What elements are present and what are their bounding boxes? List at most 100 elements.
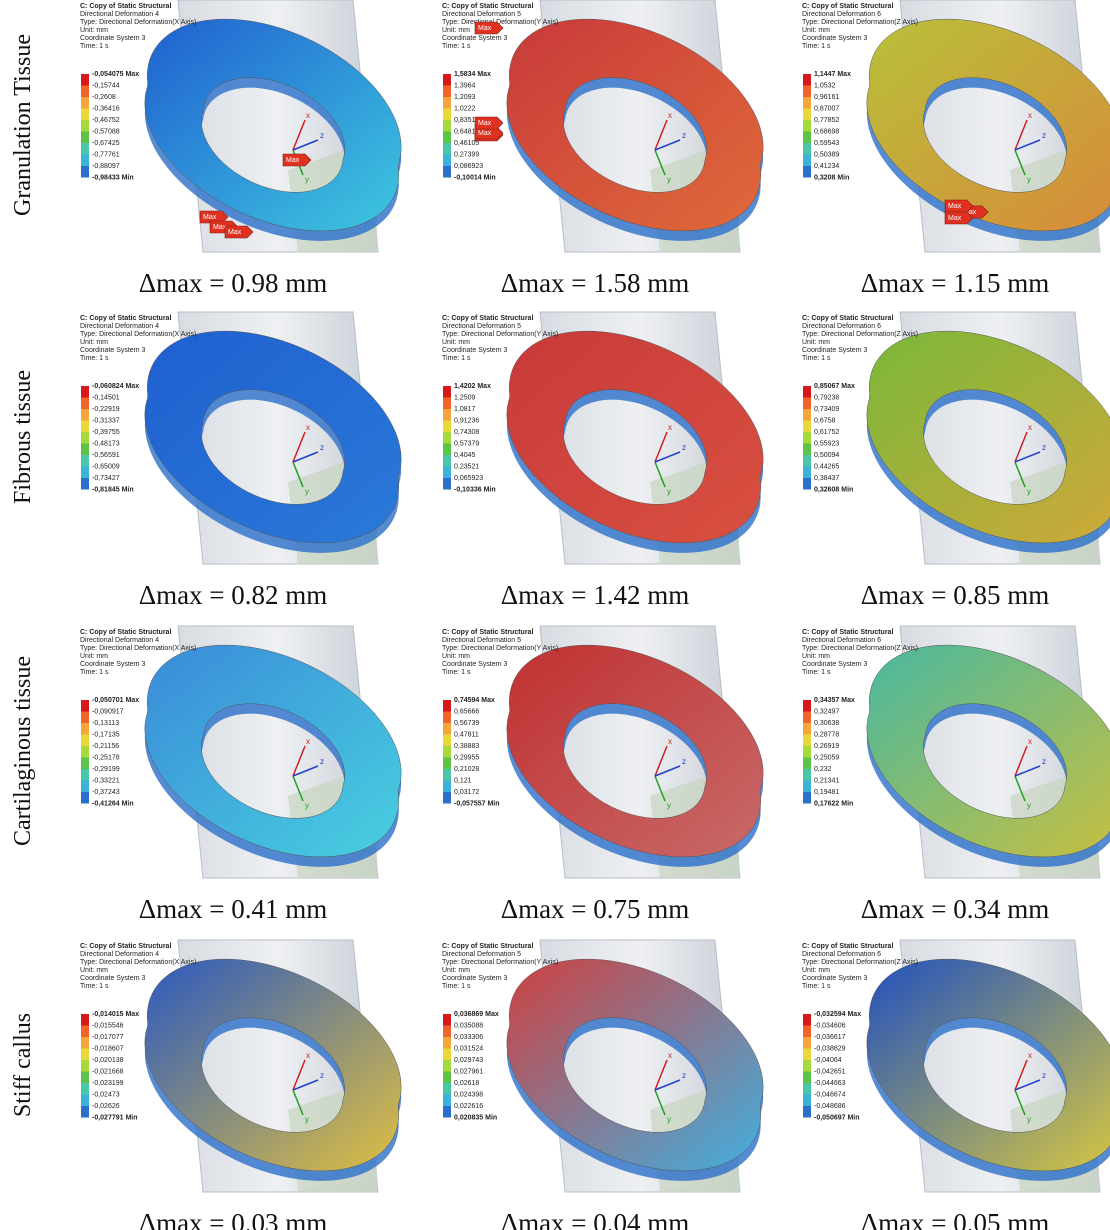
header-line: Coordinate System 3 [80,347,145,354]
legend-swatch [803,143,811,155]
row-label: Granulation Tissue [10,34,36,216]
legend-value: 0,29955 [454,754,479,761]
legend-value: 0,022616 [454,1103,483,1110]
max-label: Max [213,224,227,231]
triad-label: x [1028,423,1032,432]
legend-swatch [81,386,89,398]
legend-value: -0,060824 Max [92,383,139,390]
header-line: Type: Directional Deformation(X Axis) [80,19,196,26]
triad-label: z [1042,757,1046,766]
legend-value: -0,29199 [92,766,120,773]
header-line: Directional Deformation 6 [802,951,881,958]
legend-value: -0,98433 Min [92,174,134,181]
header-line: C: Copy of Static Structural [80,3,171,10]
caption: Δmax = 0.03 mm [139,1208,328,1230]
legend-swatch [803,757,811,769]
header-line: Time: 1 s [80,43,109,50]
triad-label: z [1042,1071,1046,1080]
triad-z [1014,139,1041,151]
legend-swatch [81,120,89,132]
legend-swatch [443,97,451,109]
legend-swatch [443,711,451,723]
triad-label: x [1028,737,1032,746]
triad-y [292,1089,304,1116]
triad-label: z [682,757,686,766]
legend-value: 1,5834 Max [454,71,491,78]
legend-value: 0,77852 [814,117,839,124]
legend-value: -0,054075 Max [92,71,139,78]
triad-label: z [682,131,686,140]
triad-label: x [668,737,672,746]
legend-value: 0,029743 [454,1057,483,1064]
legend-value: 1,2509 [454,394,476,401]
legend-value: 0,61752 [814,429,839,436]
max-marker [474,116,504,130]
triad-label: z [1042,443,1046,452]
legend-value: 0,232 [814,766,832,773]
triad-z [1014,451,1041,463]
legend-swatch [81,723,89,735]
legend-swatch [803,432,811,444]
legend-value: 0,30638 [814,720,839,727]
legend-value: 0,55923 [814,440,839,447]
legend-value: 0,28778 [814,731,839,738]
legend-value: -0,034606 [814,1022,846,1029]
header-line: Unit: mm [802,27,830,34]
header-line: Directional Deformation 5 [442,11,521,18]
legend-value: 0,57379 [454,440,479,447]
legend-value: -0,042651 [814,1068,846,1075]
max-marker [199,210,229,224]
legend-value: 0,96161 [814,94,839,101]
header-line: Time: 1 s [802,669,831,676]
header-line: Unit: mm [80,653,108,660]
triad-label: x [306,423,310,432]
legend-value: 0,03172 [454,789,479,796]
legend-swatch [81,1083,89,1095]
legend-value: -0,41264 Min [92,800,134,807]
legend-swatch [81,466,89,478]
legend-value: 1,0222 [454,105,476,112]
legend-swatch [803,1083,811,1095]
legend-value: -0,020138 [92,1057,124,1064]
legend-value: 0,21341 [814,777,839,784]
implant-ring [144,644,402,858]
legend-swatch [81,757,89,769]
header-line: Directional Deformation 6 [802,637,881,644]
legend-value: -0,018607 [92,1045,124,1052]
row-label: Cartilaginous tissue [10,656,36,846]
legend-value: -0,57088 [92,128,120,135]
legend-swatch [443,131,451,143]
legend-value: -0,37243 [92,789,120,796]
legend-swatch [443,700,451,712]
legend-swatch [81,746,89,758]
header-line: Coordinate System 3 [80,975,145,982]
legend-swatch [443,780,451,792]
legend-swatch [443,734,451,746]
legend-value: 0,74594 Max [454,697,495,704]
legend-swatch [443,769,451,781]
legend-value: -0,048686 [814,1103,846,1110]
legend-value: -0,39755 [92,429,120,436]
legend-value: -0,10014 Min [454,174,496,181]
legend-value: 0,02618 [454,1080,479,1087]
triad-y [654,149,666,176]
legend-swatch [81,769,89,781]
header-line: Coordinate System 3 [80,35,145,42]
legend-swatch [443,455,451,467]
legend-swatch [81,409,89,421]
legend-value: -0,050697 Min [814,1114,860,1121]
legend-swatch [803,1048,811,1060]
legend-swatch [803,1106,811,1118]
legend-swatch [803,1071,811,1083]
max-marker [944,211,974,225]
legend-swatch [443,85,451,97]
legend-value: 0,033306 [454,1034,483,1041]
legend-swatch [81,1048,89,1060]
legend-value: 0,031524 [454,1045,483,1052]
legend-value: -0,22919 [92,406,120,413]
legend-swatch [443,792,451,804]
